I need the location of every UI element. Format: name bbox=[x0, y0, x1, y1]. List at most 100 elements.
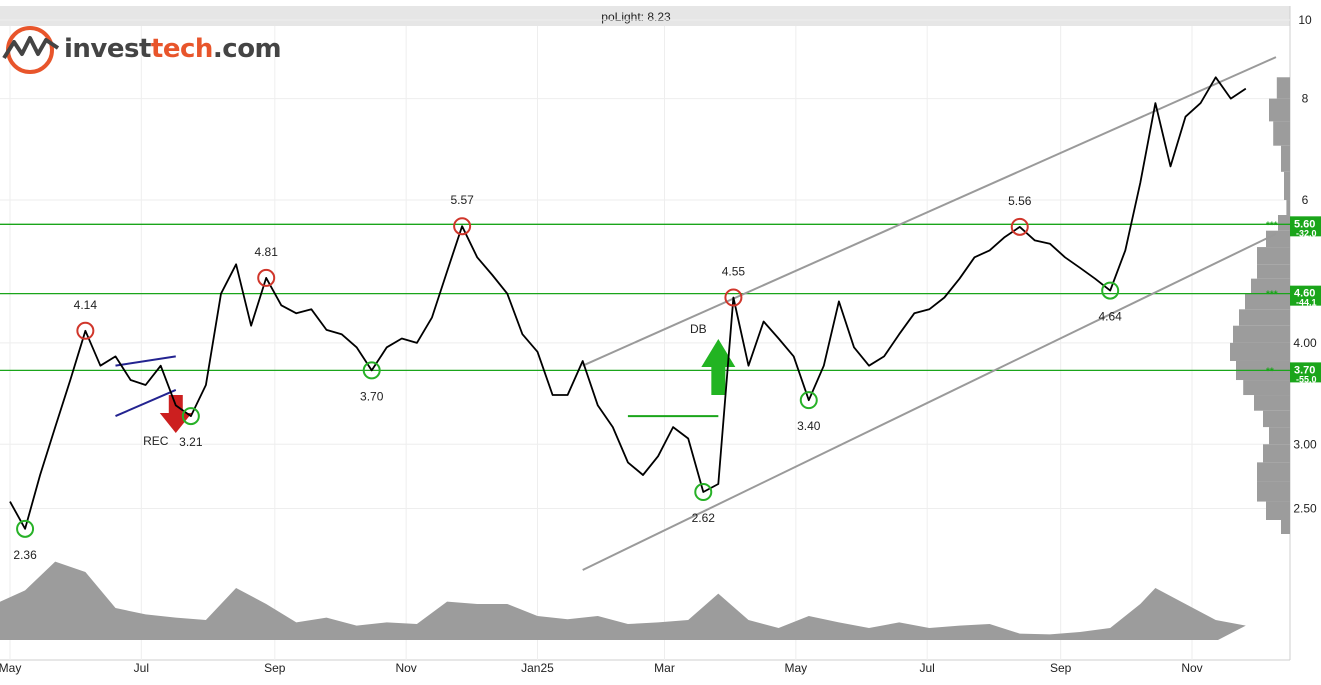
x-tick-label: Sep bbox=[264, 661, 286, 675]
y-tick-label: 8 bbox=[1302, 92, 1309, 106]
volume-shape bbox=[0, 561, 1246, 640]
support-label: 3.70 bbox=[1294, 364, 1315, 376]
support-label-box bbox=[1290, 362, 1321, 383]
x-tick-label: Jul bbox=[920, 661, 935, 675]
channel-line-upper bbox=[582, 56, 1277, 367]
volume-profile-bar bbox=[1257, 481, 1290, 502]
volume-profile-bar bbox=[1281, 520, 1290, 534]
support-pct: -32.0 bbox=[1296, 228, 1317, 238]
top-marker bbox=[1010, 217, 1029, 236]
wedge-line-upper bbox=[115, 355, 176, 367]
top-marker bbox=[257, 268, 276, 287]
bottom-label: 3.70 bbox=[360, 389, 384, 403]
top-label: 5.57 bbox=[450, 193, 474, 207]
title-bar bbox=[0, 6, 1290, 26]
top-label: 4.81 bbox=[255, 245, 279, 259]
x-tick-label: May bbox=[0, 661, 21, 675]
top-marker bbox=[724, 288, 743, 307]
volume-profile-bar bbox=[1239, 309, 1290, 326]
volume-profile-bar bbox=[1276, 77, 1290, 99]
volume-profile-bar bbox=[1286, 200, 1290, 216]
bottom-marker bbox=[799, 391, 818, 410]
volume-profile-bar bbox=[1284, 171, 1290, 201]
x-tick-label: Nov bbox=[1181, 661, 1202, 675]
bottom-label: 3.40 bbox=[797, 419, 821, 433]
annotation-label: REC bbox=[143, 434, 169, 448]
price-line-group bbox=[9, 76, 1247, 530]
chart-patterns: REC DB bbox=[115, 322, 736, 448]
support-label-box bbox=[1290, 216, 1321, 237]
volume-profile-bar bbox=[1278, 215, 1290, 231]
arrow-down-icon bbox=[159, 395, 192, 434]
volume-profile bbox=[1230, 77, 1290, 534]
x-tick-label: May bbox=[785, 661, 808, 675]
volume-profile-bar bbox=[1266, 501, 1290, 520]
arrow-up-icon bbox=[701, 339, 736, 396]
trend-channel bbox=[582, 56, 1277, 571]
volume-profile-bar bbox=[1251, 278, 1290, 294]
volume-profile-bar bbox=[1230, 342, 1290, 361]
logo-wordmark: investtech.com bbox=[64, 34, 282, 64]
volume-profile-bar bbox=[1257, 264, 1290, 279]
support-stars: ** bbox=[1266, 366, 1274, 377]
top-bottom-markers: 4.14 4.81 5.57 4.55 5.56 2.36 3.21 3.70 2.62 3.40… bbox=[13, 193, 1122, 562]
volume-profile-bar bbox=[1281, 145, 1290, 172]
bottom-marker bbox=[16, 519, 35, 538]
support-label: 5.60 bbox=[1294, 218, 1315, 230]
x-tick-label: Mar bbox=[654, 661, 675, 675]
volume-profile-bar bbox=[1269, 98, 1290, 122]
top-label: 4.55 bbox=[722, 265, 746, 279]
investtech-logo: investtech.com bbox=[0, 24, 282, 76]
support-label: 4.60 bbox=[1294, 288, 1315, 300]
volume-profile-bar bbox=[1263, 410, 1290, 428]
price-line bbox=[9, 76, 1247, 530]
volume-profile-bar bbox=[1273, 121, 1290, 146]
volume-profile-bar bbox=[1254, 395, 1290, 411]
grid-lines bbox=[0, 19, 1290, 660]
y-tick-label: 3.00 bbox=[1293, 437, 1317, 451]
wedge-line-lower bbox=[115, 389, 177, 417]
y-tick-label: 2.50 bbox=[1293, 502, 1317, 516]
top-label: 4.14 bbox=[74, 298, 98, 312]
x-tick-label: Sep bbox=[1050, 661, 1072, 675]
support-pct: -44.1 bbox=[1296, 298, 1317, 308]
annotation-label: DB bbox=[690, 322, 707, 336]
x-axis: May Jul Sep Nov Jan25 Mar May Jul Sep Nov bbox=[0, 661, 1203, 675]
top-marker bbox=[453, 217, 472, 236]
y-axis: 10 8 6 4.00 3.00 2.50 bbox=[1293, 13, 1317, 516]
y-tick-label: 4.00 bbox=[1293, 336, 1317, 350]
bottom-label: 4.64 bbox=[1099, 310, 1123, 324]
bottom-marker bbox=[181, 407, 200, 426]
volume-profile-bar bbox=[1269, 427, 1290, 445]
support-stars: *** bbox=[1266, 220, 1278, 231]
x-tick-label: Nov bbox=[395, 661, 416, 675]
volume-area bbox=[0, 561, 1246, 640]
volume-profile-bar bbox=[1233, 325, 1290, 343]
top-label: 5.56 bbox=[1008, 194, 1032, 208]
x-tick-label: Jan25 bbox=[521, 661, 554, 675]
bottom-label: 2.36 bbox=[13, 548, 37, 562]
x-tick-label: Jul bbox=[134, 661, 149, 675]
channel-line-lower bbox=[582, 232, 1277, 571]
bottom-label: 3.21 bbox=[179, 435, 203, 449]
logo-mark-icon bbox=[2, 26, 60, 74]
bottom-label: 2.62 bbox=[692, 511, 716, 525]
bottom-marker bbox=[694, 483, 713, 502]
y-tick-label: 6 bbox=[1302, 193, 1309, 207]
support-stars: *** bbox=[1266, 290, 1278, 301]
volume-profile-bar bbox=[1257, 247, 1290, 265]
volume-profile-bar bbox=[1245, 293, 1290, 310]
bottom-marker bbox=[362, 361, 381, 380]
volume-profile-bar bbox=[1257, 462, 1290, 482]
support-pct: -55.0 bbox=[1296, 374, 1317, 384]
bottom-marker bbox=[1101, 281, 1120, 300]
volume-profile-bar bbox=[1263, 444, 1290, 463]
chart-title: poLight: 8.23 bbox=[601, 10, 671, 24]
volume-profile-bar bbox=[1243, 380, 1290, 396]
support-label-box bbox=[1290, 285, 1321, 306]
support-lines: *** 5.60-32.0 *** 4.60-44.1 ** 3.70-55.0 bbox=[0, 216, 1321, 384]
top-marker bbox=[76, 321, 95, 340]
y-tick-label: 10 bbox=[1298, 13, 1312, 27]
